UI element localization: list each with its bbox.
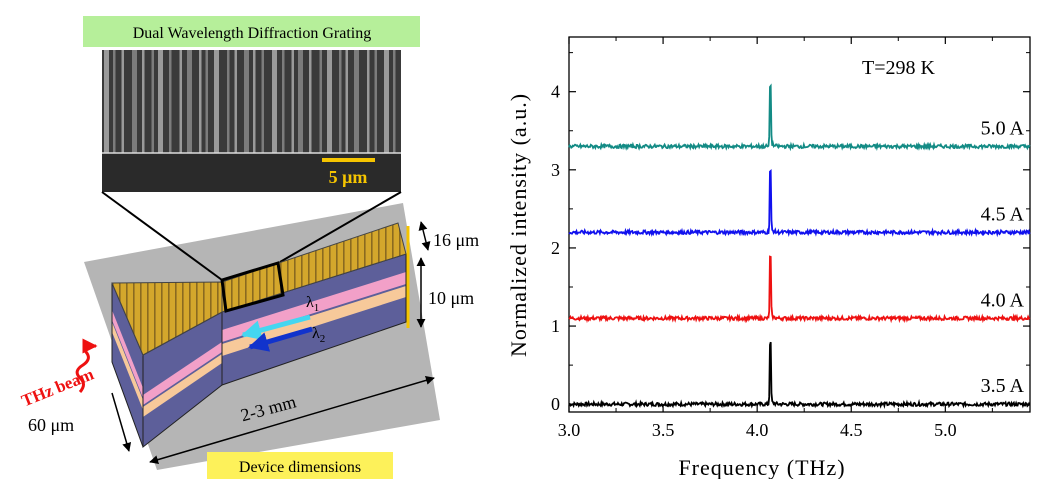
grating-title: Dual Wavelength Diffraction Grating bbox=[133, 25, 372, 42]
thz-beam-wave bbox=[75, 338, 98, 393]
device-dimensions-label: Device dimensions bbox=[239, 459, 361, 476]
sem-grating-line bbox=[234, 50, 237, 153]
sem-grating-line bbox=[272, 50, 277, 153]
grating-zoom-region bbox=[220, 261, 285, 313]
sem-grating-line bbox=[179, 50, 182, 153]
zoom-line-left bbox=[101, 191, 223, 281]
sem-grating-line bbox=[367, 50, 370, 153]
sem-grating-line bbox=[354, 50, 359, 153]
sem-grating-line bbox=[244, 50, 249, 153]
x-tick-label: 4.5 bbox=[840, 420, 863, 440]
x-tick-label: 4.0 bbox=[746, 420, 769, 440]
sem-grating-line bbox=[291, 50, 294, 153]
sem-grating-line bbox=[121, 50, 124, 153]
left-front-face bbox=[111, 282, 144, 448]
y-axis-label: Normalized intensity (a.u.) bbox=[506, 93, 531, 357]
series-line-1 bbox=[568, 255, 1031, 324]
lambda1-arrow bbox=[241, 314, 311, 340]
sem-grating-line bbox=[298, 50, 303, 153]
zoom-line-right bbox=[279, 191, 402, 263]
series-label-0: 3.5 A bbox=[981, 375, 1025, 397]
right-grating bbox=[221, 222, 407, 313]
y-tick-label: 3 bbox=[551, 160, 560, 180]
x-axis-label: Frequency (THz) bbox=[678, 455, 845, 479]
spectra-chart: 3.0 3.5 4.0 4.5 5.0 0 1 2 3 4 3.5 A 4.0 A 4.5 A 5.0 … bbox=[506, 36, 1031, 479]
series-label-3: 5.0 A bbox=[981, 117, 1025, 139]
grating-title-box bbox=[83, 16, 420, 47]
sem-grating-line bbox=[205, 50, 208, 153]
sem-grating-line bbox=[319, 50, 322, 153]
series-line-0 bbox=[568, 341, 1031, 410]
dim-length-arrow bbox=[149, 375, 435, 465]
x-tick-label: 3.5 bbox=[652, 420, 675, 440]
sem-grating-line bbox=[158, 50, 163, 153]
device-dimensions-box bbox=[207, 452, 393, 479]
x-tick-label: 5.0 bbox=[934, 420, 957, 440]
sem-image: 5 μm bbox=[102, 50, 401, 192]
dim-60-arrow bbox=[111, 392, 132, 452]
sem-grating-line bbox=[132, 50, 137, 153]
dim-16-label: 16 μm bbox=[433, 230, 479, 250]
sem-grating-line bbox=[104, 50, 109, 153]
sem-grating-line bbox=[345, 50, 348, 153]
sem-grating-line bbox=[393, 50, 396, 153]
temperature-annotation: T=298 K bbox=[862, 57, 935, 79]
dim-10-label: 10 μm bbox=[428, 288, 474, 308]
dim-60-label: 60 μm bbox=[28, 415, 74, 435]
x-tick-label: 3.0 bbox=[558, 420, 581, 440]
sem-grating-line bbox=[227, 50, 230, 153]
sem-grating-line bbox=[339, 50, 342, 153]
y-tick-label: 4 bbox=[551, 82, 560, 102]
sem-grating-line bbox=[142, 50, 145, 153]
sem-grating-line bbox=[261, 50, 264, 153]
thz-beam-label: THz beam bbox=[19, 364, 97, 410]
sem-grating-line bbox=[309, 50, 312, 153]
y-tick-label: 0 bbox=[551, 394, 560, 414]
device-schematic: Dual Wavelength Diffraction Grating 5 μm bbox=[19, 16, 479, 479]
lambda2-arrow bbox=[248, 326, 313, 352]
series-label-2: 4.5 A bbox=[981, 203, 1025, 225]
sem-grating-line bbox=[187, 50, 192, 153]
series-line-3 bbox=[568, 83, 1031, 152]
dim-16-arrow bbox=[418, 221, 431, 251]
series-label-1: 4.0 A bbox=[981, 289, 1025, 311]
sem-grating-line bbox=[253, 50, 256, 153]
sem-grating-line bbox=[199, 50, 202, 153]
y-tick-label: 1 bbox=[551, 316, 560, 336]
sem-grating-line bbox=[327, 50, 332, 153]
sem-grating-line bbox=[374, 50, 377, 153]
y-tick-label: 2 bbox=[551, 238, 560, 258]
series-line-2 bbox=[568, 169, 1031, 238]
sem-grating-line bbox=[151, 50, 154, 153]
sem-grating-line bbox=[282, 50, 285, 153]
sem-grating-line bbox=[384, 50, 389, 153]
sem-grating-line bbox=[214, 50, 219, 153]
scale-bar-label: 5 μm bbox=[329, 167, 368, 187]
sem-grating-line bbox=[169, 50, 172, 153]
sem-grating-line bbox=[113, 50, 116, 153]
plot-frame bbox=[568, 36, 1031, 413]
